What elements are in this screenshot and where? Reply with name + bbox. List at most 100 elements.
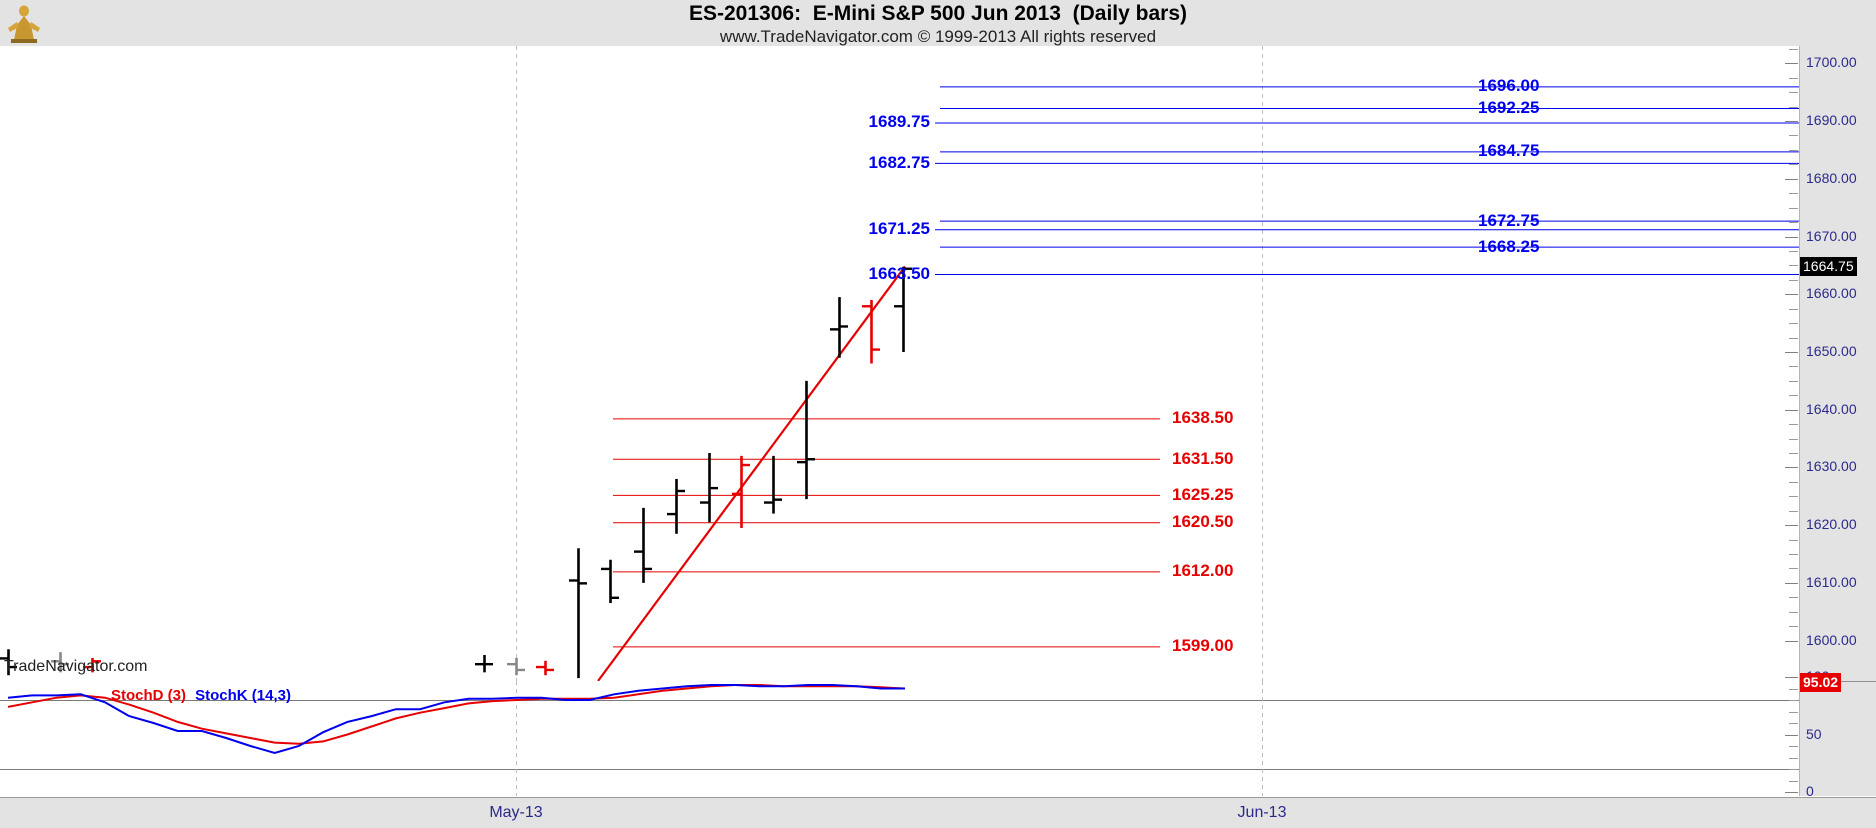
- price-scale-minor-tick: [1789, 496, 1798, 498]
- ohlc-bar: [569, 548, 587, 679]
- stoch-scale-minor-tick: [1789, 700, 1798, 701]
- price-scale-tick: [1785, 640, 1798, 642]
- price-scale-minor-tick: [1789, 48, 1798, 50]
- date-axis-label: Jun-13: [1237, 804, 1287, 821]
- price-scale-minor-tick: [1789, 149, 1798, 151]
- resistance-label-1663.50: 1663.50: [868, 264, 930, 284]
- uptrend-line: [597, 265, 906, 681]
- stoch-scale-minor-tick: [1789, 769, 1798, 770]
- ohlc-bar: [536, 660, 554, 676]
- ohlc-bar: [507, 657, 525, 676]
- price-scale-minor-tick: [1789, 77, 1798, 79]
- price-scale-label: 1650.00: [1806, 342, 1857, 359]
- ohlc-bar: [667, 478, 685, 534]
- price-scale-tick: [1785, 525, 1798, 527]
- price-scale-minor-tick: [1789, 279, 1798, 281]
- date-axis-label: May-13: [489, 804, 543, 821]
- ohlc-bar: [83, 657, 101, 673]
- last-price-badge: 1664.75: [1800, 256, 1857, 276]
- stoch-scale-label: 0: [1806, 783, 1814, 799]
- price-scale-minor-tick: [1789, 193, 1798, 195]
- stochk-line: [7, 684, 905, 754]
- price-scale-minor-tick: [1789, 323, 1798, 325]
- price-plot-svg: [0, 46, 1800, 681]
- price-scale-tick: [1785, 236, 1798, 238]
- stoch-scale-label: 50: [1806, 725, 1822, 742]
- price-scale-minor-tick: [1789, 597, 1798, 599]
- price-scale-label: 1640.00: [1806, 400, 1857, 417]
- stochastic-chart-pane[interactable]: [0, 681, 1800, 796]
- support-label-1612.00: 1612.00: [1172, 561, 1234, 581]
- price-scale-tick: [1785, 63, 1798, 65]
- header-band: [0, 0, 1876, 46]
- watermark-label: TradeNavigator.com: [4, 658, 148, 675]
- price-scale-minor-tick: [1789, 481, 1798, 483]
- price-scale-minor-tick: [1789, 106, 1798, 108]
- resistance-label-1682.75: 1682.75: [868, 152, 930, 172]
- price-scale-label: 1670.00: [1806, 227, 1857, 244]
- price-scale-minor-tick: [1789, 568, 1798, 570]
- stoch-scale-minor-tick: [1789, 780, 1798, 782]
- price-scale-tick: [1785, 351, 1798, 353]
- price-scale-minor-tick: [1789, 554, 1798, 555]
- price-chart-pane[interactable]: [0, 46, 1800, 681]
- date-axis: May-13 Jun-13: [0, 797, 1876, 828]
- ohlc-bar: [797, 380, 815, 500]
- price-scale[interactable]: 1700.00 1690.00 1680.00 1670.00 1660.00 1650.…: [1785, 46, 1876, 799]
- price-scale-minor-tick: [1789, 265, 1798, 267]
- price-scale-minor-tick: [1789, 424, 1798, 426]
- stoch-scale-minor-tick: [1789, 688, 1798, 690]
- price-scale-label: 1610.00: [1806, 573, 1857, 590]
- stoch-value-badge: 95.02: [1800, 672, 1842, 692]
- price-scale-minor-tick: [1789, 308, 1798, 310]
- price-scale-tick: [1785, 121, 1798, 123]
- resistance-label-1684.75: 1684.75: [1478, 141, 1540, 161]
- price-scale-minor-tick: [1789, 380, 1798, 382]
- price-scale-tick: [1785, 467, 1798, 469]
- stoch-scale-minor-tick: [1789, 723, 1798, 724]
- price-scale-minor-tick: [1789, 222, 1798, 224]
- support-label-1638.50: 1638.50: [1172, 408, 1234, 428]
- ohlc-bar: [634, 507, 652, 583]
- resistance-label-1696.00: 1696.00: [1478, 76, 1540, 96]
- price-scale-tick: [1785, 582, 1798, 584]
- page-subtitle: www.TradeNavigator.com © 1999-2013 All r…: [719, 27, 1157, 46]
- price-scale-minor-tick: [1789, 626, 1798, 628]
- stochastic-plot-svg: [0, 681, 1800, 796]
- price-scale-label: 1690.00: [1806, 112, 1857, 129]
- support-label-1620.50: 1620.50: [1172, 512, 1234, 532]
- price-scale-tick: [1785, 294, 1798, 296]
- price-scale-minor-tick: [1789, 366, 1798, 368]
- ohlc-bar: [0, 649, 17, 676]
- resistance-label-1689.75: 1689.75: [868, 112, 930, 132]
- price-scale-label: 1600.00: [1806, 631, 1857, 648]
- ohlc-bar: [601, 559, 619, 604]
- price-scale-label: 1700.00: [1806, 54, 1857, 71]
- support-label-1631.50: 1631.50: [1172, 448, 1234, 468]
- ohlc-bar: [700, 452, 718, 523]
- price-scale-label: 1660.00: [1806, 285, 1857, 302]
- price-scale-minor-tick: [1789, 164, 1798, 166]
- page-title: ES-201306: E-Mini S&P 500 Jun 2013 (Dail…: [688, 2, 1187, 25]
- price-scale-minor-tick: [1789, 611, 1798, 613]
- price-scale-minor-tick: [1789, 207, 1798, 209]
- price-scale-minor-tick: [1789, 539, 1798, 541]
- resistance-label-1668.25: 1668.25: [1478, 236, 1540, 256]
- price-scale-minor-tick: [1789, 395, 1798, 397]
- price-scale-tick: [1785, 409, 1798, 411]
- price-scale-minor-tick: [1789, 250, 1798, 252]
- price-scale-label: 1630.00: [1806, 458, 1857, 475]
- support-label-1599.00: 1599.00: [1172, 636, 1234, 656]
- stoch-scale-tick: [1785, 792, 1798, 793]
- legend-stochd: StochD (3): [111, 687, 186, 704]
- legend-stochk: StochK (14,3): [195, 687, 291, 704]
- ohlc-bar: [862, 300, 880, 364]
- trade-navigator-logo-icon: [4, 2, 44, 44]
- stoch-scale-minor-tick: [1789, 757, 1798, 759]
- price-scale-label: 1680.00: [1806, 169, 1857, 186]
- price-scale-label: 1620.00: [1806, 516, 1857, 533]
- ohlc-bar: [764, 455, 782, 514]
- ohlc-bar: [894, 266, 912, 352]
- resistance-label-1672.75: 1672.75: [1478, 210, 1540, 230]
